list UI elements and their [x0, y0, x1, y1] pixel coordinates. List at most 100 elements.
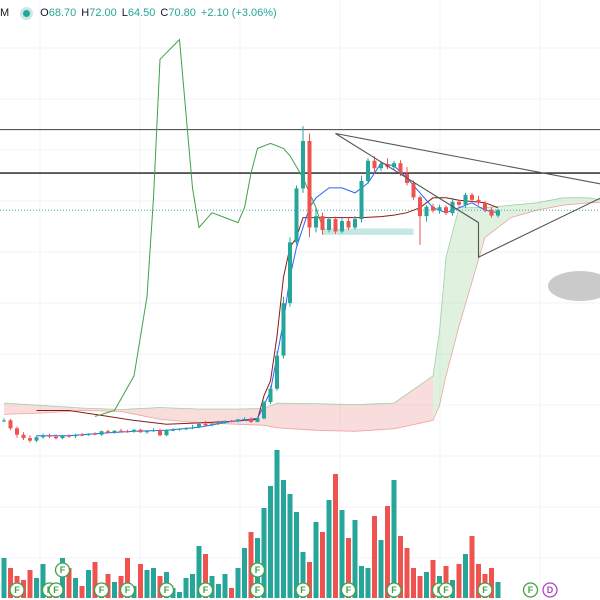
event-marker-10[interactable]: F [295, 582, 311, 598]
candle-body-73 [476, 199, 481, 203]
event-marker-2[interactable]: F [48, 582, 64, 598]
event-marker-9[interactable]: F [249, 562, 266, 578]
event-marker-label-3: F [60, 565, 66, 575]
event-marker-label-6: F [164, 585, 170, 595]
event-marker-label-14: F [443, 585, 449, 595]
event-marker-circle-7 [197, 582, 214, 598]
event-marker-circle-8 [249, 582, 266, 598]
candle-body-36 [236, 419, 240, 422]
event-marker-14[interactable]: F [438, 582, 454, 598]
candle-body-19 [125, 431, 130, 433]
event-marker-label-17: D [547, 585, 554, 595]
event-marker-circle-5 [119, 582, 136, 598]
volume-bar-45 [294, 512, 299, 598]
candle-body-30 [197, 423, 201, 428]
volume-bar-1 [8, 568, 13, 598]
candle-body-74 [483, 202, 487, 210]
candle-body-42 [275, 355, 279, 389]
change-value: +2.10 (+3.06%) [200, 7, 277, 19]
candle-body-53 [346, 221, 351, 228]
candle-body-3 [21, 434, 26, 439]
event-marker-16[interactable]: F [522, 582, 539, 598]
candle-body-16 [106, 431, 110, 433]
event-marker-17[interactable]: D [542, 582, 558, 598]
candle-body-17 [112, 430, 117, 433]
event-markers[interactable]: FFFFFFFFFFFFFFFFFD [9, 562, 558, 598]
base-line [36, 197, 499, 425]
volume-bar-59 [385, 506, 390, 598]
open-label: O [40, 7, 49, 19]
event-marker-circle-17 [542, 582, 558, 598]
horizontal-levels[interactable] [0, 129, 600, 211]
event-marker-circle-10 [295, 582, 311, 598]
high-value: 72.00 [89, 7, 117, 19]
candle-body-28 [184, 428, 188, 430]
ohlc-legend: M O 68.70 H 72.00 L 64.50 C 70.80 +2.10 (+3.… [0, 3, 282, 23]
volume-bar-65 [424, 572, 429, 598]
volume-bar-22 [144, 570, 150, 598]
candle-body-9 [60, 435, 65, 439]
event-marker-15[interactable]: F [477, 582, 493, 598]
event-marker-11[interactable]: F [340, 582, 357, 598]
event-marker-7[interactable]: F [197, 582, 214, 598]
candle-body-68 [444, 207, 448, 214]
volume-bar-46 [300, 552, 306, 598]
event-marker-12[interactable]: F [386, 582, 402, 598]
leading-span-a [3, 197, 600, 410]
volume-bar-52 [339, 510, 345, 598]
event-marker-label-5: F [125, 585, 131, 595]
volume-bar-35 [229, 588, 234, 598]
volume-bar-41 [268, 486, 273, 598]
candle-body-63 [411, 182, 416, 198]
event-marker-label-10: F [300, 585, 306, 595]
volume-bar-37 [242, 548, 247, 598]
candle-body-2 [15, 428, 19, 435]
candle-body-29 [190, 427, 195, 429]
volume-bar-44 [287, 494, 293, 598]
volume-bar-31 [203, 554, 208, 598]
volume-bar-61 [398, 536, 403, 598]
drawings[interactable] [335, 132, 600, 302]
event-marker-5[interactable]: F [119, 582, 136, 598]
candle-body-56 [366, 160, 370, 182]
event-marker-label-16: F [528, 585, 534, 595]
event-marker-circle-11 [340, 582, 357, 598]
candle-body-54 [353, 219, 357, 228]
event-marker-circle-12 [386, 582, 402, 598]
event-marker-circle-0 [9, 582, 25, 598]
candle-body-46 [301, 140, 305, 189]
cloud-bullish [433, 197, 600, 421]
volume-bar-54 [352, 520, 358, 598]
close-value: 70.80 [168, 7, 196, 19]
demand-zone-layer [322, 228, 414, 235]
event-marker-0[interactable]: F [9, 582, 25, 598]
candle-body-11 [73, 434, 78, 437]
volume-bar-19 [125, 558, 130, 598]
candle-body-22 [145, 430, 149, 433]
candle-body-13 [86, 433, 91, 436]
volume-bar-42 [274, 450, 280, 598]
volume-bar-12 [79, 586, 85, 598]
volume-bar-28 [183, 578, 189, 598]
candle-body-21 [138, 429, 143, 433]
volume-bar-53 [346, 538, 351, 598]
volume-bar-60 [391, 480, 397, 598]
candle-body-51 [333, 219, 338, 232]
event-marker-circle-15 [477, 582, 493, 598]
close-label: C [160, 7, 169, 19]
volume-bar-30 [196, 546, 202, 598]
candle-body-48 [314, 216, 318, 228]
candle-body-27 [177, 428, 182, 430]
volume-bar-75 [489, 568, 494, 598]
candle-body-4 [28, 438, 32, 441]
candle-body-50 [327, 219, 331, 230]
event-marker-3[interactable]: F [54, 562, 71, 578]
event-marker-4[interactable]: F [93, 582, 110, 598]
candle-body-55 [359, 181, 364, 220]
event-marker-6[interactable]: F [158, 582, 175, 598]
event-marker-circle-16 [522, 582, 539, 598]
candle-body-20 [132, 429, 136, 432]
candle-body-45 [294, 188, 299, 243]
event-marker-8[interactable]: F [249, 582, 266, 598]
